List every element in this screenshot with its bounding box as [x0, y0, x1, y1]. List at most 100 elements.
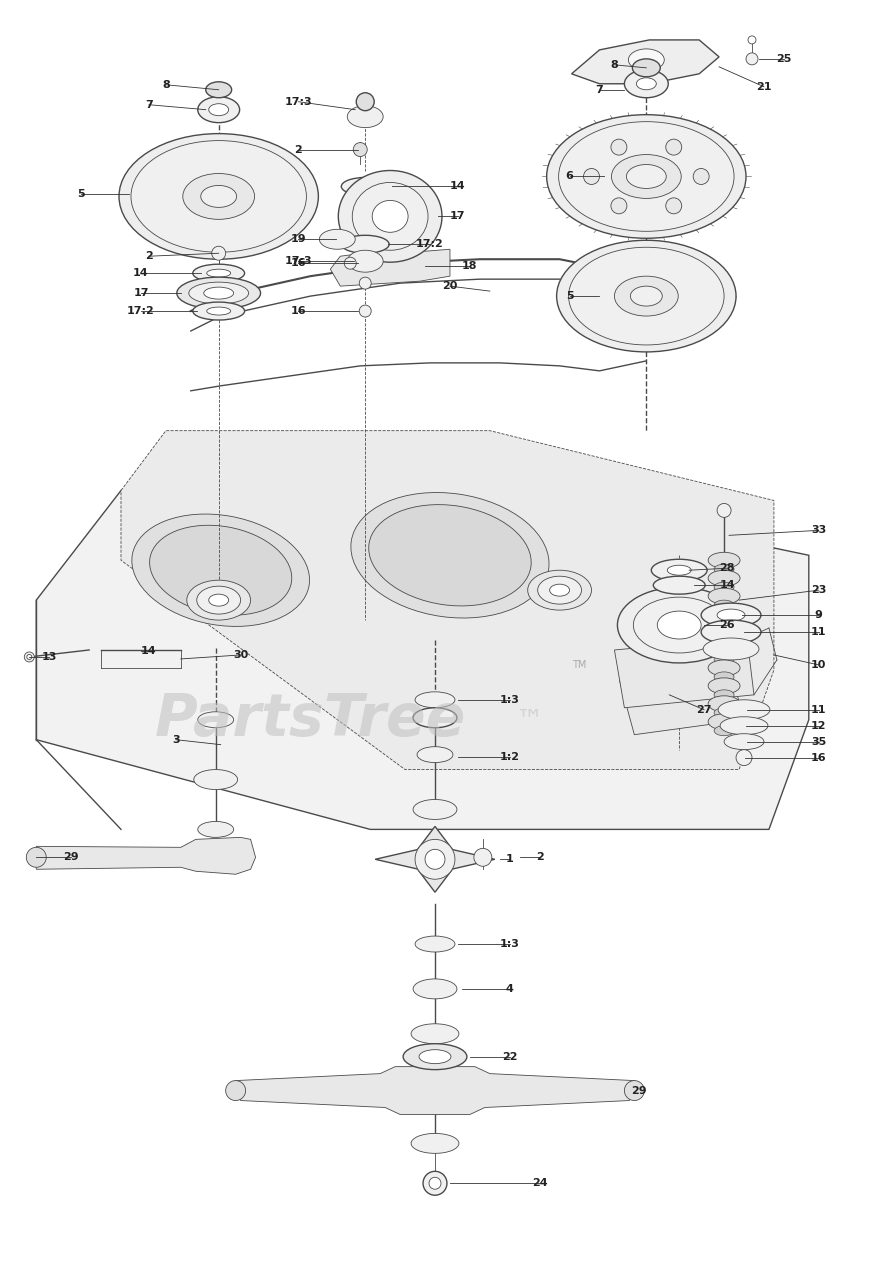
Ellipse shape — [347, 106, 383, 128]
Circle shape — [717, 503, 731, 517]
Ellipse shape — [615, 276, 678, 316]
Ellipse shape — [206, 82, 232, 97]
Ellipse shape — [667, 566, 691, 575]
Text: 33: 33 — [811, 525, 827, 535]
Ellipse shape — [411, 1024, 459, 1043]
Text: 8: 8 — [162, 79, 170, 90]
Circle shape — [26, 847, 46, 868]
Ellipse shape — [187, 580, 250, 620]
Ellipse shape — [193, 264, 245, 282]
Text: 14: 14 — [719, 580, 735, 590]
Text: 8: 8 — [610, 60, 618, 70]
Circle shape — [415, 840, 455, 879]
Polygon shape — [235, 1066, 634, 1115]
Text: 30: 30 — [233, 650, 249, 660]
Ellipse shape — [657, 611, 701, 639]
Ellipse shape — [559, 122, 734, 232]
Text: 26: 26 — [719, 620, 735, 630]
Circle shape — [665, 198, 682, 214]
Ellipse shape — [708, 552, 740, 568]
Text: 6: 6 — [566, 172, 574, 182]
Ellipse shape — [413, 800, 457, 819]
Text: 11: 11 — [811, 627, 827, 637]
Text: 5: 5 — [566, 291, 574, 301]
Ellipse shape — [714, 708, 734, 718]
Ellipse shape — [714, 618, 734, 628]
Ellipse shape — [569, 247, 724, 344]
Text: 29: 29 — [64, 852, 79, 863]
Circle shape — [624, 1080, 644, 1101]
Ellipse shape — [194, 769, 238, 790]
Ellipse shape — [201, 186, 236, 207]
Circle shape — [429, 1178, 441, 1189]
Text: 1:3: 1:3 — [500, 695, 520, 705]
Ellipse shape — [714, 582, 734, 593]
Ellipse shape — [651, 559, 707, 581]
Text: 7: 7 — [596, 84, 603, 95]
Polygon shape — [375, 827, 494, 892]
Text: TM: TM — [572, 660, 587, 669]
Ellipse shape — [150, 525, 292, 616]
Ellipse shape — [119, 133, 318, 260]
Ellipse shape — [207, 269, 231, 278]
Ellipse shape — [198, 712, 234, 728]
Ellipse shape — [714, 636, 734, 646]
Ellipse shape — [183, 174, 255, 219]
Circle shape — [473, 849, 492, 867]
Ellipse shape — [372, 201, 408, 232]
Ellipse shape — [419, 1050, 451, 1064]
Text: 1:2: 1:2 — [500, 751, 520, 762]
Ellipse shape — [724, 733, 764, 750]
Ellipse shape — [338, 170, 442, 262]
Ellipse shape — [556, 241, 736, 352]
Text: 14: 14 — [133, 269, 149, 278]
Circle shape — [353, 142, 367, 156]
Text: 2: 2 — [145, 251, 153, 261]
Text: 17: 17 — [133, 288, 149, 298]
Ellipse shape — [617, 588, 741, 663]
Ellipse shape — [629, 49, 664, 70]
Text: 4: 4 — [506, 984, 514, 993]
Circle shape — [27, 654, 31, 659]
Ellipse shape — [413, 979, 457, 998]
Text: 27: 27 — [697, 705, 712, 714]
Ellipse shape — [131, 141, 306, 252]
Ellipse shape — [714, 726, 734, 736]
Text: 24: 24 — [532, 1179, 548, 1188]
Ellipse shape — [177, 278, 261, 308]
Ellipse shape — [624, 70, 668, 97]
Ellipse shape — [415, 691, 455, 708]
Ellipse shape — [653, 576, 705, 594]
Text: PartsTree: PartsTree — [154, 691, 466, 749]
Text: 1: 1 — [506, 854, 514, 864]
Text: 14: 14 — [450, 182, 466, 192]
Ellipse shape — [411, 1133, 459, 1153]
Ellipse shape — [403, 1043, 467, 1070]
Text: 20: 20 — [442, 282, 458, 291]
Polygon shape — [37, 490, 809, 829]
Circle shape — [357, 92, 374, 110]
Ellipse shape — [341, 236, 389, 253]
Ellipse shape — [204, 287, 234, 300]
Ellipse shape — [701, 620, 761, 644]
Ellipse shape — [351, 493, 549, 618]
Circle shape — [226, 1080, 246, 1101]
Text: 14: 14 — [141, 646, 157, 655]
Circle shape — [359, 278, 371, 289]
Ellipse shape — [708, 589, 740, 604]
Ellipse shape — [714, 672, 734, 682]
Ellipse shape — [633, 598, 726, 653]
Circle shape — [665, 140, 682, 155]
Ellipse shape — [708, 643, 740, 658]
Ellipse shape — [611, 155, 681, 198]
Text: 13: 13 — [42, 652, 57, 662]
Text: 17: 17 — [450, 211, 466, 221]
Ellipse shape — [198, 97, 240, 123]
Ellipse shape — [714, 600, 734, 611]
Ellipse shape — [189, 282, 249, 305]
Text: 28: 28 — [719, 563, 735, 573]
Polygon shape — [37, 837, 255, 874]
Circle shape — [583, 169, 599, 184]
Text: 16: 16 — [290, 259, 306, 269]
Ellipse shape — [132, 515, 310, 626]
